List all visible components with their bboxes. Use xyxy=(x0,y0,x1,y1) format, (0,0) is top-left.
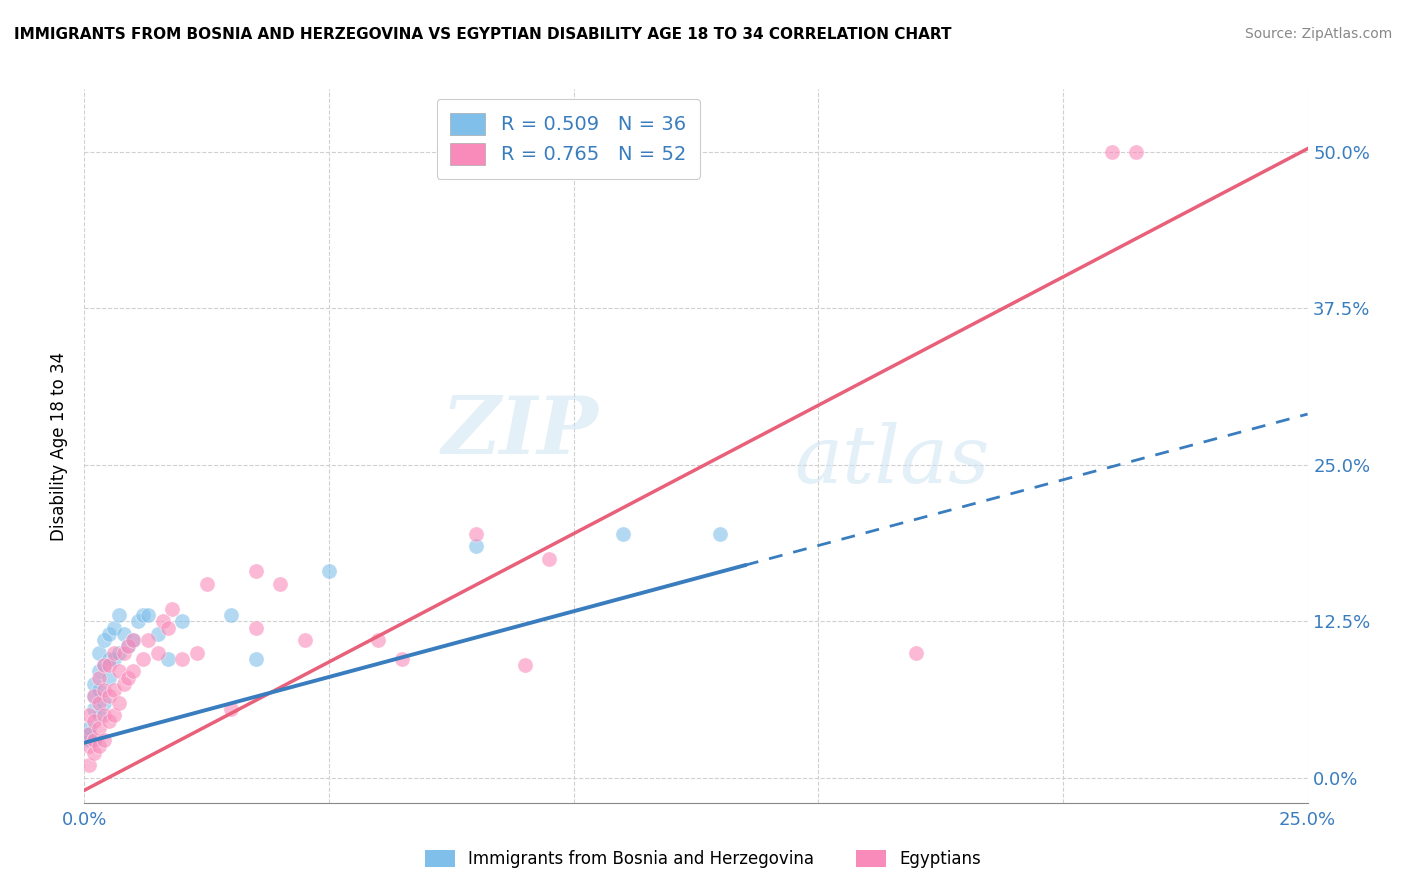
Text: ZIP: ZIP xyxy=(441,393,598,470)
Point xyxy=(367,633,389,648)
Point xyxy=(83,690,105,704)
Point xyxy=(709,526,731,541)
Point xyxy=(612,526,634,541)
Point xyxy=(122,633,145,648)
Point xyxy=(83,746,105,760)
Point xyxy=(77,758,100,772)
Point xyxy=(117,640,139,654)
Point xyxy=(132,652,155,666)
Point xyxy=(97,627,120,641)
Point xyxy=(245,564,267,578)
Point xyxy=(1125,145,1147,159)
Point xyxy=(87,646,110,660)
Point xyxy=(103,646,125,660)
Point xyxy=(146,627,169,641)
Point xyxy=(905,646,928,660)
Point xyxy=(83,733,105,747)
Point xyxy=(77,733,100,747)
Point xyxy=(132,607,155,622)
Point xyxy=(1101,145,1123,159)
Point xyxy=(77,708,100,723)
Point xyxy=(269,576,291,591)
Point xyxy=(117,671,139,685)
Point xyxy=(83,702,105,716)
Point xyxy=(97,690,120,704)
Legend: R = 0.509   N = 36, R = 0.765   N = 52: R = 0.509 N = 36, R = 0.765 N = 52 xyxy=(437,99,700,178)
Point xyxy=(391,652,413,666)
Point xyxy=(87,708,110,723)
Point xyxy=(93,708,115,723)
Point xyxy=(93,658,115,673)
Point xyxy=(87,671,110,685)
Point xyxy=(103,708,125,723)
Point xyxy=(93,733,115,747)
Point xyxy=(136,607,159,622)
Point xyxy=(146,646,169,660)
Point xyxy=(83,690,105,704)
Point xyxy=(103,683,125,698)
Point xyxy=(538,551,561,566)
Point xyxy=(87,683,110,698)
Point xyxy=(87,739,110,754)
Point xyxy=(83,714,105,729)
Point xyxy=(464,526,486,541)
Point xyxy=(112,677,135,691)
Text: atlas: atlas xyxy=(794,422,990,499)
Point xyxy=(172,614,194,628)
Point xyxy=(294,633,316,648)
Point xyxy=(93,683,115,698)
Point xyxy=(156,652,179,666)
Point xyxy=(87,665,110,679)
Point xyxy=(77,727,100,741)
Point xyxy=(103,621,125,635)
Point xyxy=(112,627,135,641)
Point xyxy=(87,721,110,735)
Point xyxy=(97,658,120,673)
Point xyxy=(107,607,129,622)
Point xyxy=(107,646,129,660)
Point xyxy=(513,658,536,673)
Point xyxy=(77,739,100,754)
Point xyxy=(83,677,105,691)
Point xyxy=(93,658,115,673)
Point xyxy=(117,640,139,654)
Point xyxy=(195,576,218,591)
Point xyxy=(107,696,129,710)
Point xyxy=(172,652,194,666)
Point xyxy=(83,733,105,747)
Point xyxy=(219,702,242,716)
Point xyxy=(122,633,145,648)
Point xyxy=(77,721,100,735)
Text: Source: ZipAtlas.com: Source: ZipAtlas.com xyxy=(1244,27,1392,41)
Text: IMMIGRANTS FROM BOSNIA AND HERZEGOVINA VS EGYPTIAN DISABILITY AGE 18 TO 34 CORRE: IMMIGRANTS FROM BOSNIA AND HERZEGOVINA V… xyxy=(14,27,952,42)
Point xyxy=(156,621,179,635)
Point xyxy=(93,696,115,710)
Y-axis label: Disability Age 18 to 34: Disability Age 18 to 34 xyxy=(51,351,69,541)
Point xyxy=(186,646,208,660)
Point xyxy=(97,671,120,685)
Point xyxy=(136,633,159,648)
Point xyxy=(464,539,486,553)
Point xyxy=(77,727,100,741)
Point xyxy=(162,601,184,615)
Point xyxy=(318,564,340,578)
Point xyxy=(219,607,242,622)
Point xyxy=(122,665,145,679)
Point xyxy=(245,621,267,635)
Point xyxy=(107,665,129,679)
Point xyxy=(97,652,120,666)
Point xyxy=(152,614,174,628)
Point xyxy=(93,633,115,648)
Point xyxy=(97,714,120,729)
Legend: Immigrants from Bosnia and Herzegovina, Egyptians: Immigrants from Bosnia and Herzegovina, … xyxy=(419,843,987,875)
Point xyxy=(245,652,267,666)
Point xyxy=(103,652,125,666)
Point xyxy=(112,646,135,660)
Point xyxy=(87,696,110,710)
Point xyxy=(127,614,149,628)
